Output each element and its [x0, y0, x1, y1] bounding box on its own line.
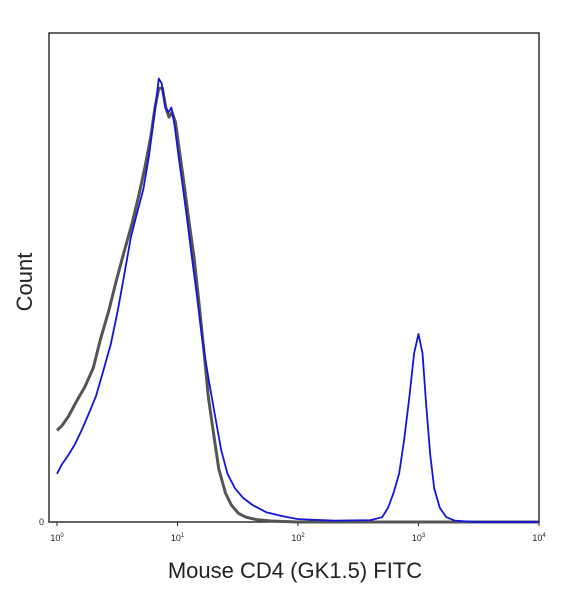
x-axis-ticks: 100 101 102 103 104	[50, 522, 546, 543]
series-line-1	[56, 77, 539, 523]
x-tick-label-3: 103	[412, 533, 426, 543]
x-tick-label-4: 104	[532, 533, 546, 543]
x-axis-label: Mouse CD4 (GK1.5) FITC	[168, 558, 422, 583]
y-axis-label: Count	[12, 253, 37, 312]
series-layer	[55, 77, 539, 524]
y-zero-label: 0	[39, 517, 44, 527]
series-line-0	[55, 86, 539, 524]
x-tick-label-1: 101	[171, 533, 185, 543]
x-tick-label-0: 100	[50, 533, 64, 543]
x-tick-label-2: 102	[291, 533, 305, 543]
plot-frame	[48, 32, 540, 523]
